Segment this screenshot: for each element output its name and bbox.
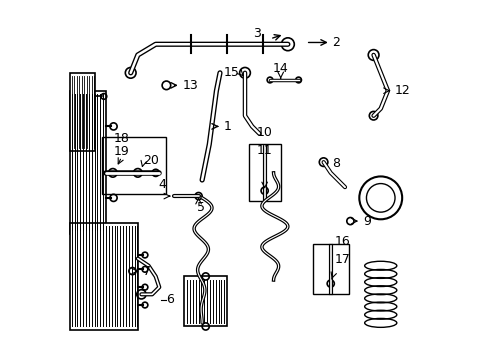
Text: 10: 10 (257, 126, 272, 139)
Text: 1: 1 (223, 120, 231, 133)
Text: 8: 8 (333, 157, 341, 170)
Text: 17: 17 (334, 253, 350, 266)
Text: 12: 12 (395, 84, 411, 97)
Text: 20: 20 (143, 154, 159, 167)
Text: 16: 16 (334, 235, 350, 248)
Bar (70, 91, 106, 234)
Text: 7: 7 (143, 265, 151, 278)
Text: 2: 2 (333, 36, 341, 49)
Bar (184, 276, 227, 327)
Text: 14: 14 (273, 62, 289, 75)
Text: 4: 4 (159, 179, 167, 192)
Text: 5: 5 (197, 201, 205, 214)
Text: 18: 18 (114, 132, 130, 145)
Text: 19: 19 (114, 145, 130, 158)
Text: 13: 13 (182, 79, 198, 92)
Text: 6: 6 (167, 293, 174, 306)
Text: 11: 11 (257, 144, 272, 157)
Bar (70, 223, 138, 330)
Text: 9: 9 (363, 215, 371, 228)
Text: 15: 15 (224, 66, 240, 79)
Bar (70, 73, 95, 152)
Text: 3: 3 (253, 27, 261, 40)
